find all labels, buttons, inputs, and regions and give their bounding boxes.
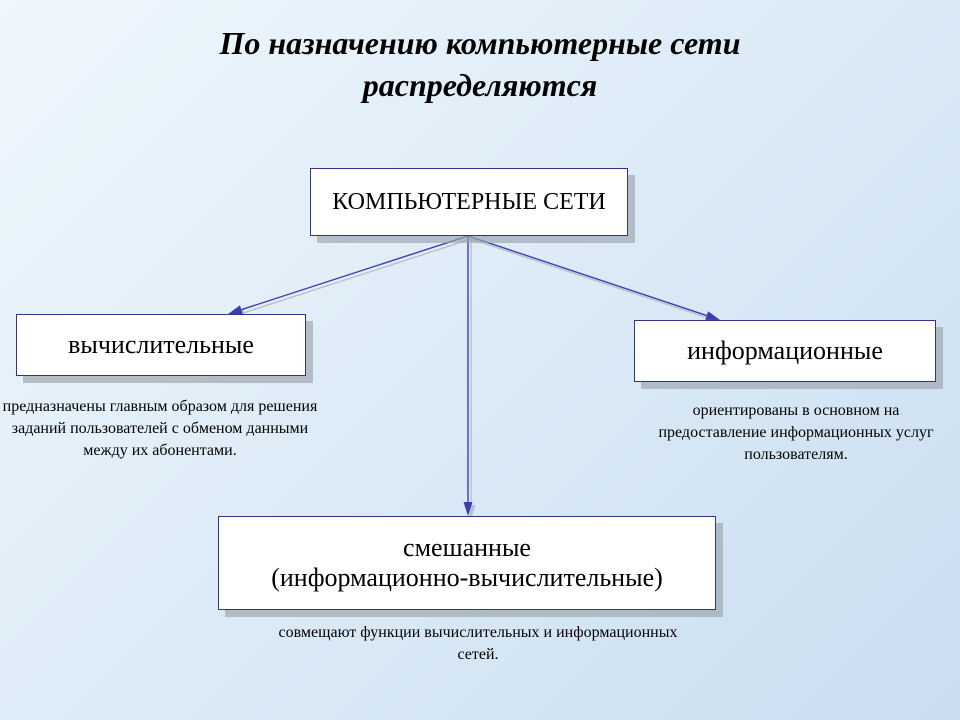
node-bottom: смешанные (информационно-вычислительные) <box>218 516 723 617</box>
diagram-canvas: { "canvas": { "width": 960, "height": 72… <box>0 0 960 720</box>
node-right-box: информационные <box>634 320 936 382</box>
node-root-box: КОМПЬЮТЕРНЫЕ СЕТИ <box>310 168 628 236</box>
node-bottom-line2: (информационно-вычислительные) <box>271 563 663 593</box>
node-left: вычислительные <box>16 314 313 383</box>
node-bottom-box: смешанные (информационно-вычислительные) <box>218 516 716 610</box>
desc-right: ориентированы в основном на предоставлен… <box>640 400 952 466</box>
node-root-label: КОМПЬЮТЕРНЫЕ СЕТИ <box>332 189 606 216</box>
title-line-2: распределяются <box>0 64 960 106</box>
node-left-box: вычислительные <box>16 314 306 376</box>
node-right-label: информационные <box>687 336 883 366</box>
desc-bottom: совмещают функции вычислительных и инфор… <box>278 622 678 666</box>
title-line-1: По назначению компьютерные сети <box>0 22 960 64</box>
node-root: КОМПЬЮТЕРНЫЕ СЕТИ <box>310 168 635 243</box>
node-right: информационные <box>634 320 943 389</box>
node-bottom-line1: смешанные <box>271 533 663 563</box>
node-bottom-labels: смешанные (информационно-вычислительные) <box>271 533 663 593</box>
desc-left: предназначены главным образом для решени… <box>0 396 320 462</box>
page-title: По назначению компьютерные сети распреде… <box>0 22 960 106</box>
node-left-label: вычислительные <box>68 330 254 360</box>
